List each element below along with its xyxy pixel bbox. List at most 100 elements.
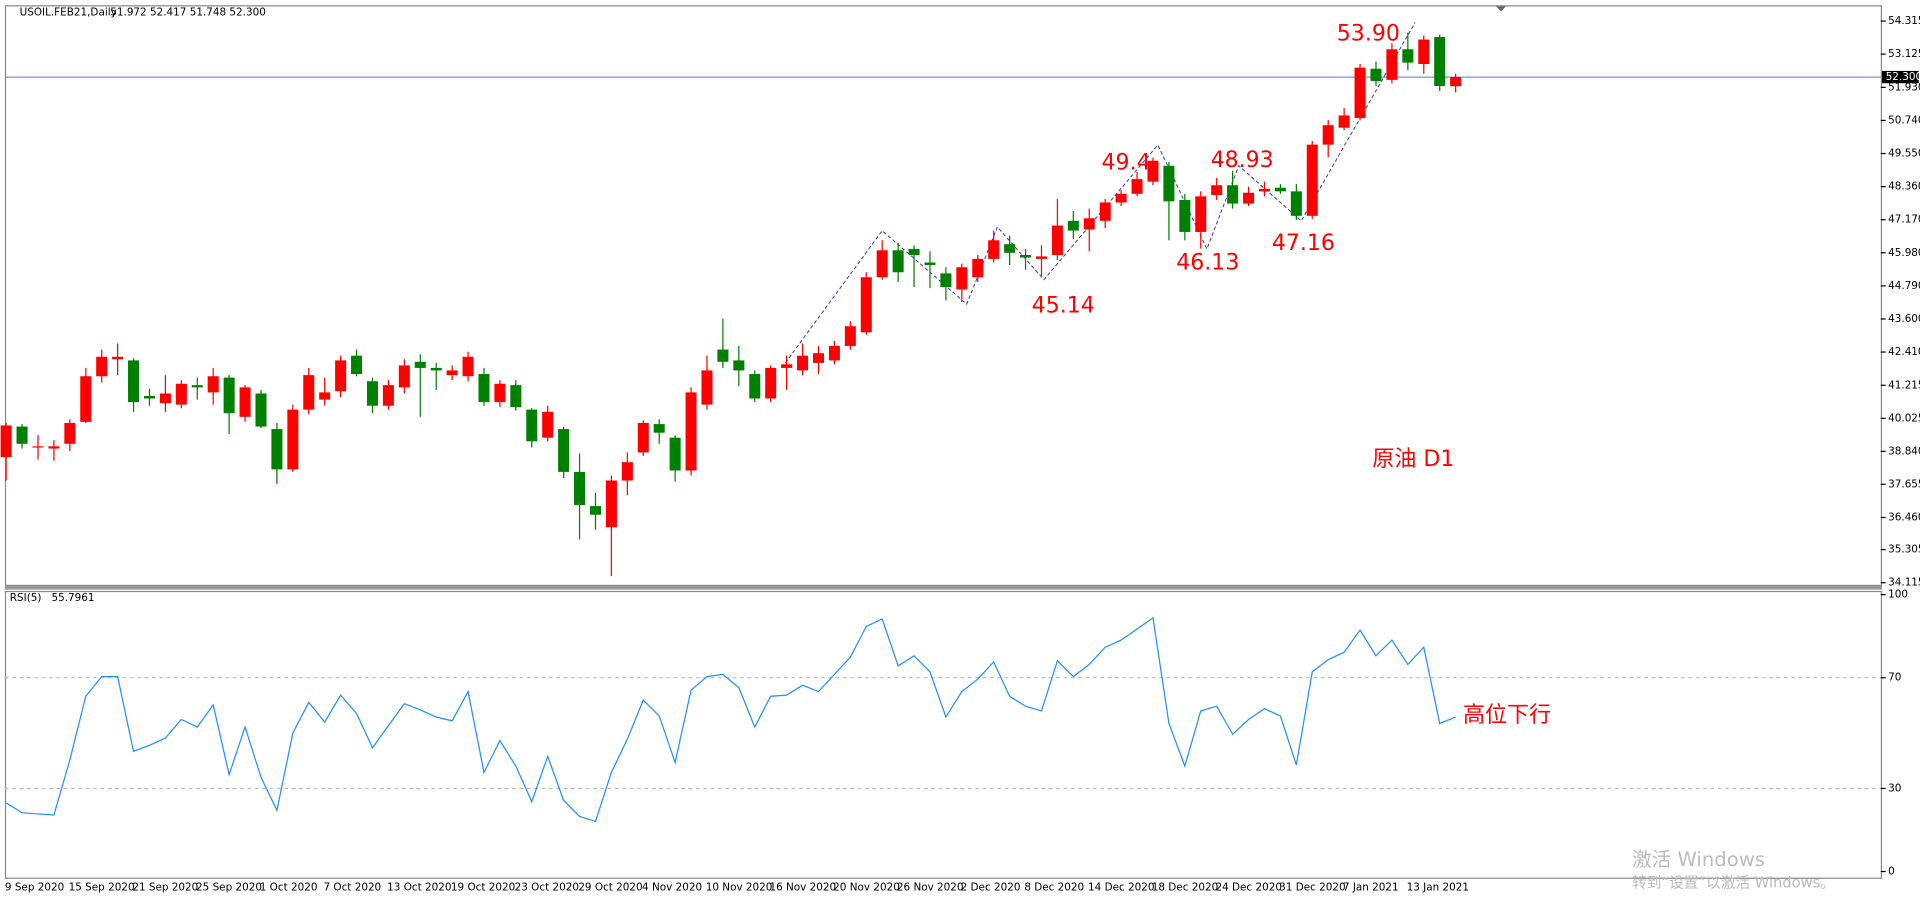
candle-body	[1402, 49, 1414, 63]
y-tick-label: 30	[1888, 782, 1901, 794]
candle-body	[940, 273, 952, 287]
y-tick-label: 54.315	[1888, 15, 1920, 27]
candle-body	[382, 385, 394, 406]
candle-body	[765, 367, 777, 399]
x-tick-label: 23 Oct 2020	[515, 881, 579, 893]
x-tick-label: 13 Oct 2020	[387, 881, 451, 893]
watermark-subtitle: 转到“设置”以激活 Windows。	[1632, 875, 1835, 892]
y-tick-label: 37.655	[1888, 478, 1920, 490]
candle-body	[446, 370, 458, 376]
y-tick-label: 41.215	[1888, 379, 1920, 391]
x-tick-label: 25 Sep 2020	[196, 881, 262, 893]
candle-body	[924, 262, 936, 266]
candle-body	[32, 446, 44, 448]
y-tick-label: 40.025	[1888, 412, 1920, 424]
candle-body	[749, 374, 761, 399]
symbol-label: USOIL.FEB21,Daily	[20, 7, 117, 19]
annotation: 原油 D1	[1372, 447, 1454, 472]
candle-body	[1115, 193, 1127, 203]
candle-body	[462, 356, 474, 377]
candle-body	[494, 383, 506, 403]
y-tick-label: 43.600	[1888, 313, 1920, 325]
candle-body	[1067, 220, 1079, 231]
candle-body	[892, 250, 904, 273]
candle-body	[1386, 49, 1398, 80]
candle-body	[351, 355, 363, 375]
x-tick-label: 10 Nov 2020	[706, 881, 773, 893]
candle-body	[717, 349, 729, 362]
candle-body	[1195, 196, 1207, 232]
y-tick-label: 53.125	[1888, 48, 1920, 60]
candle-body	[1322, 125, 1334, 145]
candle-body	[255, 393, 267, 427]
candle-body	[1131, 179, 1143, 194]
y-tick-label: 51.930	[1888, 81, 1920, 93]
x-tick-label: 29 Oct 2020	[578, 881, 642, 893]
candle-body	[637, 422, 649, 453]
candle-body	[175, 383, 187, 405]
candle-body	[1227, 185, 1239, 204]
candle-body	[303, 375, 315, 410]
candle-body	[574, 471, 586, 505]
rsi-line	[5, 616, 1456, 823]
rsi-annotation: 高位下行	[1463, 703, 1551, 728]
candle-body	[366, 381, 378, 406]
candle-body	[972, 258, 984, 278]
candle-body	[112, 356, 124, 360]
candle-body	[207, 376, 219, 393]
annotation: 47.16	[1272, 231, 1335, 256]
candle-body	[239, 387, 251, 417]
candle-body	[1179, 199, 1191, 232]
candle-body	[526, 409, 538, 442]
x-tick-label: 2 Dec 2020	[961, 881, 1021, 893]
candle-body	[64, 422, 76, 444]
y-tick-label: 34.115	[1888, 577, 1920, 589]
candle-body	[701, 370, 713, 405]
x-tick-label: 19 Oct 2020	[451, 881, 515, 893]
x-tick-label: 14 Dec 2020	[1088, 881, 1154, 893]
candle-body	[621, 462, 633, 481]
candle-body	[1258, 188, 1270, 192]
candle-body	[1338, 115, 1350, 128]
candle-body	[271, 429, 283, 470]
x-tick-label: 16 Nov 2020	[769, 881, 836, 893]
y-tick-label: 47.170	[1888, 214, 1920, 226]
candle-body	[1243, 192, 1255, 204]
x-tick-label: 4 Nov 2020	[642, 881, 702, 893]
candle-body	[669, 437, 681, 471]
x-tick-label: 20 Nov 2020	[833, 881, 900, 893]
x-tick-label: 24 Dec 2020	[1215, 881, 1281, 893]
candle-body	[876, 250, 888, 278]
y-tick-label: 50.740	[1888, 114, 1920, 126]
y-tick-label: 36.460	[1888, 511, 1920, 523]
annotation: 53.90	[1337, 22, 1400, 47]
candle-body	[1450, 77, 1462, 87]
y-tick-label: 48.360	[1888, 181, 1920, 193]
candle-body	[1370, 68, 1382, 81]
candle-body	[605, 480, 617, 528]
candle-body	[319, 392, 331, 400]
candle-body	[1051, 225, 1063, 256]
ohlc-label: 51.972 52.417 51.748 52.300	[110, 7, 266, 19]
watermark-title: 激活 Windows	[1632, 848, 1765, 871]
x-tick-label: 13 Jan 2021	[1407, 881, 1469, 893]
last-price-box	[1882, 70, 1919, 84]
candle-body	[1434, 37, 1446, 86]
panel-separator	[4, 586, 1883, 590]
candle-body	[542, 411, 554, 438]
candle-body	[653, 424, 665, 433]
x-tick-label: 7 Jan 2021	[1343, 881, 1399, 893]
candle-body	[430, 367, 442, 371]
candle-body	[1211, 185, 1223, 195]
candle-body	[1354, 67, 1366, 118]
x-tick-label: 26 Nov 2020	[897, 881, 964, 893]
y-tick-label: 42.410	[1888, 346, 1920, 358]
candle-body	[860, 277, 872, 333]
shift-marker	[1496, 6, 1506, 12]
x-tick-label: 7 Oct 2020	[323, 881, 381, 893]
candle-body	[478, 374, 490, 403]
candle-body	[781, 364, 793, 368]
y-tick-label: 100	[1888, 589, 1908, 601]
x-tick-label: 18 Dec 2020	[1152, 881, 1218, 893]
